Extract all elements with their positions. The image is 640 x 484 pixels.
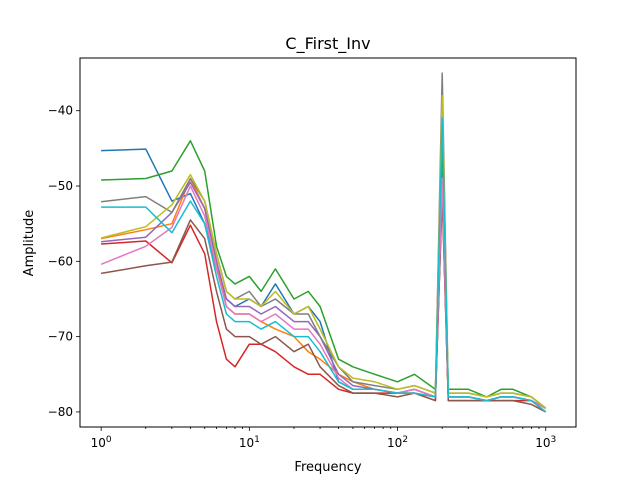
x-tick-label: 101 [239,435,260,450]
series-line-9 [100,94,547,409]
plot-lines [100,72,547,413]
y-tick-label: −40 [48,104,73,118]
x-tick-label: 100 [91,435,112,450]
y-tick-label: −70 [48,330,73,344]
series-line-4 [101,192,547,413]
series-line-3 [101,140,547,409]
x-axis-label: Frequency [294,460,361,475]
y-ticks: −40 −50 −60 −70 −80 [48,104,80,419]
series-line-7 [100,177,547,409]
x-tick-label: 103 [535,435,556,450]
series-line-6 [100,192,547,413]
y-axis-label: Amplitude [22,210,37,277]
y-tick-label: −50 [48,179,73,193]
plot-frame [79,57,577,428]
series-line-5 [101,177,547,409]
chart-title: C_First_Inv [285,34,370,54]
series-line-2 [100,177,547,409]
y-tick-label: −80 [48,405,73,419]
y-tick-label: −60 [48,254,73,268]
series-line-10 [101,117,547,413]
x-ticks: 100 101 102 103 [91,427,556,450]
x-tick-label: 102 [387,435,408,450]
